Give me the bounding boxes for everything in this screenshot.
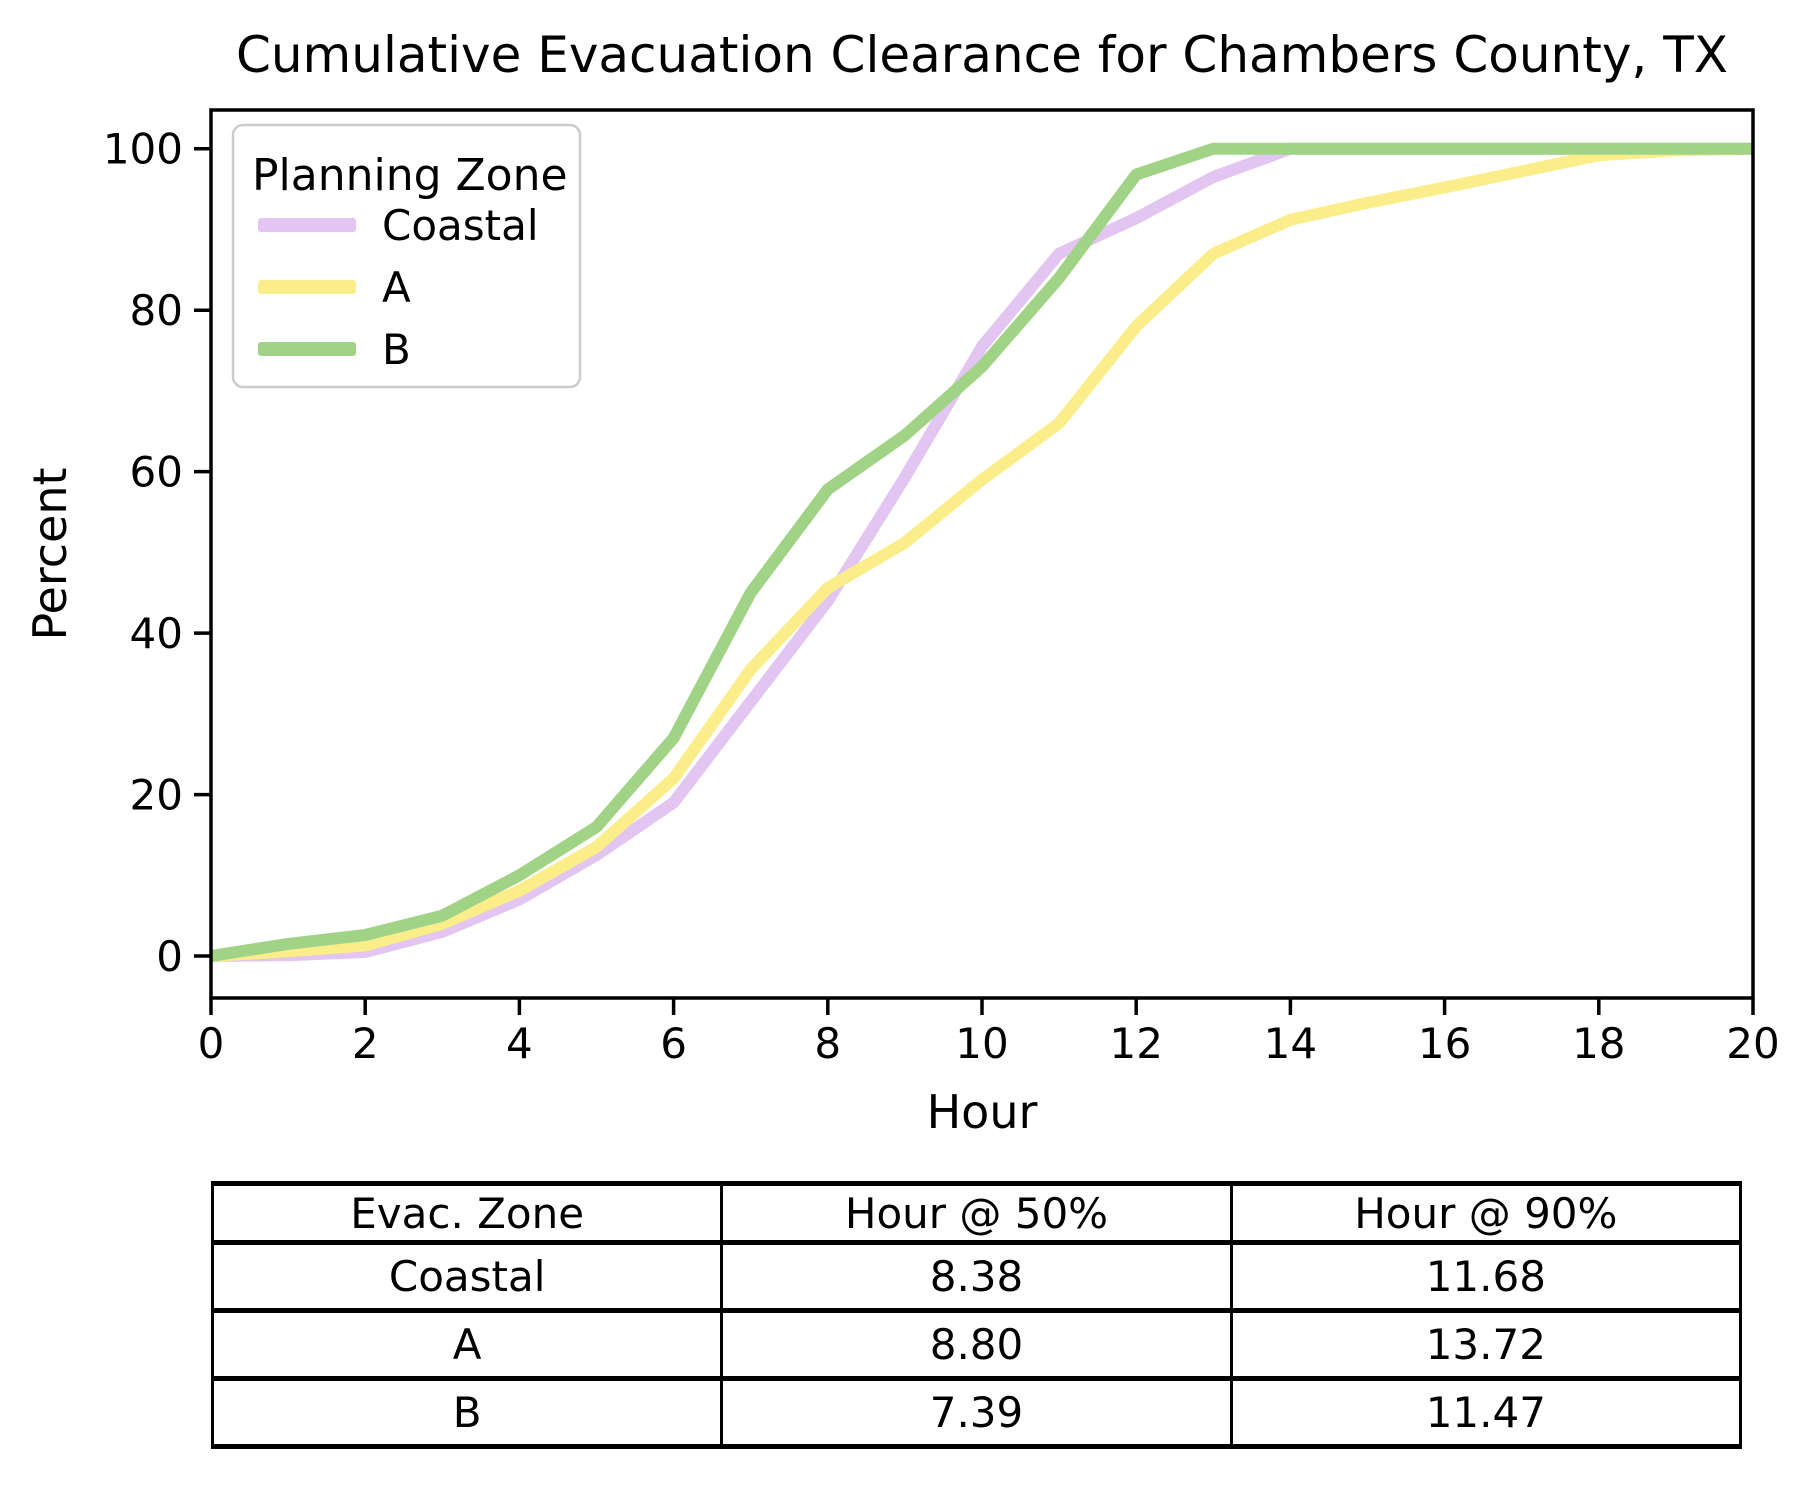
legend-label-a: A — [382, 263, 411, 312]
table-cell: 11.47 — [1229, 1376, 1743, 1449]
legend-swatch-a — [258, 280, 356, 294]
y-tick-label: 20 — [130, 771, 183, 820]
summary-table: Evac. Zone Hour @ 50% Hour @ 90% Coastal… — [210, 1181, 1743, 1449]
table-header-hour90: Hour @ 90% — [1229, 1181, 1743, 1245]
legend-label-coastal: Coastal — [382, 201, 539, 250]
series-line-a — [210, 142, 1754, 962]
legend-label-b: B — [382, 325, 411, 374]
table-cell: 11.68 — [1229, 1240, 1743, 1313]
x-tick-label: 4 — [506, 1019, 533, 1068]
x-tick-label: 16 — [1418, 1019, 1471, 1068]
table-header-zone: Evac. Zone — [210, 1181, 724, 1245]
x-tick-label: 10 — [955, 1019, 1008, 1068]
table-cell: 8.80 — [720, 1308, 1233, 1381]
table-cell: 8.38 — [720, 1240, 1233, 1313]
table-header-row: Evac. Zone Hour @ 50% Hour @ 90% — [210, 1181, 1743, 1245]
table-row-coastal: Coastal 8.38 11.68 — [210, 1240, 1743, 1313]
legend: Planning Zone Coastal AB — [231, 123, 582, 389]
y-tick-label: 0 — [156, 932, 183, 981]
table-cell: Coastal — [210, 1240, 724, 1313]
table-cell: 7.39 — [720, 1376, 1233, 1449]
y-axis-label: Percent — [23, 467, 77, 640]
x-tick-label: 0 — [198, 1019, 225, 1068]
evacuation-line-chart: 0 2 4 6 8 10 12 14 16 18 20 0 20 40 60 80 100 Hour Perce… — [23, 108, 1780, 1139]
y-tick-label: 40 — [130, 609, 183, 658]
x-tick-label: 14 — [1264, 1019, 1317, 1068]
legend-entries: Coastal AB — [258, 201, 539, 374]
x-axis-label: Hour — [927, 1085, 1038, 1139]
y-tick-label: 100 — [103, 125, 183, 174]
legend-swatch-coastal — [258, 218, 356, 232]
x-tick-label: 8 — [814, 1019, 841, 1068]
legend-title: Planning Zone — [252, 150, 568, 201]
table-cell: A — [210, 1308, 724, 1381]
table-header-hour50: Hour @ 50% — [720, 1181, 1233, 1245]
axis-ticks: 0 2 4 6 8 10 12 14 16 18 20 0 20 40 60 80 100 — [103, 125, 1780, 1068]
y-tick-label: 80 — [130, 286, 183, 335]
legend-box — [231, 123, 582, 389]
x-tick-label: 12 — [1109, 1019, 1162, 1068]
series-lines — [210, 142, 1754, 962]
chart-title: Cumulative Evacuation Clearance for Cham… — [235, 26, 1729, 84]
table-cell: B — [210, 1376, 724, 1449]
table-row-a: A 8.80 13.72 — [210, 1308, 1743, 1381]
x-tick-label: 2 — [352, 1019, 379, 1068]
x-tick-label: 18 — [1572, 1019, 1625, 1068]
x-tick-label: 6 — [660, 1019, 687, 1068]
y-tick-label: 60 — [130, 448, 183, 497]
x-tick-label: 20 — [1726, 1019, 1779, 1068]
series-line-b — [210, 142, 1753, 962]
plot-border — [209, 108, 1755, 1000]
table-row-b: B 7.39 11.47 — [210, 1376, 1743, 1449]
legend-swatch-b — [258, 342, 356, 356]
table-cell: 13.72 — [1229, 1308, 1743, 1381]
